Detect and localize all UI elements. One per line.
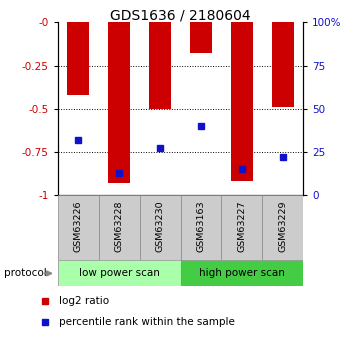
Bar — [262, 195, 303, 260]
Bar — [221, 195, 262, 260]
Text: GSM63229: GSM63229 — [278, 201, 287, 252]
Bar — [271, 22, 294, 107]
Text: GDS1636 / 2180604: GDS1636 / 2180604 — [110, 9, 251, 23]
Text: GSM63226: GSM63226 — [74, 201, 83, 252]
Bar — [180, 260, 303, 286]
Text: percentile rank within the sample: percentile rank within the sample — [60, 317, 235, 327]
Bar — [231, 22, 253, 181]
Bar — [99, 195, 140, 260]
Text: GSM63230: GSM63230 — [156, 200, 165, 252]
Bar — [190, 22, 212, 53]
Text: GSM63228: GSM63228 — [115, 201, 123, 252]
Text: GSM63227: GSM63227 — [238, 201, 246, 252]
Text: high power scan: high power scan — [199, 268, 285, 278]
Bar — [149, 22, 171, 109]
Bar — [58, 260, 180, 286]
Bar — [67, 22, 90, 95]
Bar — [58, 195, 99, 260]
Bar — [140, 195, 180, 260]
Text: log2 ratio: log2 ratio — [60, 296, 109, 306]
Bar — [108, 22, 130, 183]
Text: GSM63163: GSM63163 — [196, 200, 205, 252]
Text: protocol: protocol — [4, 268, 46, 278]
Text: low power scan: low power scan — [79, 268, 160, 278]
Bar — [180, 195, 221, 260]
